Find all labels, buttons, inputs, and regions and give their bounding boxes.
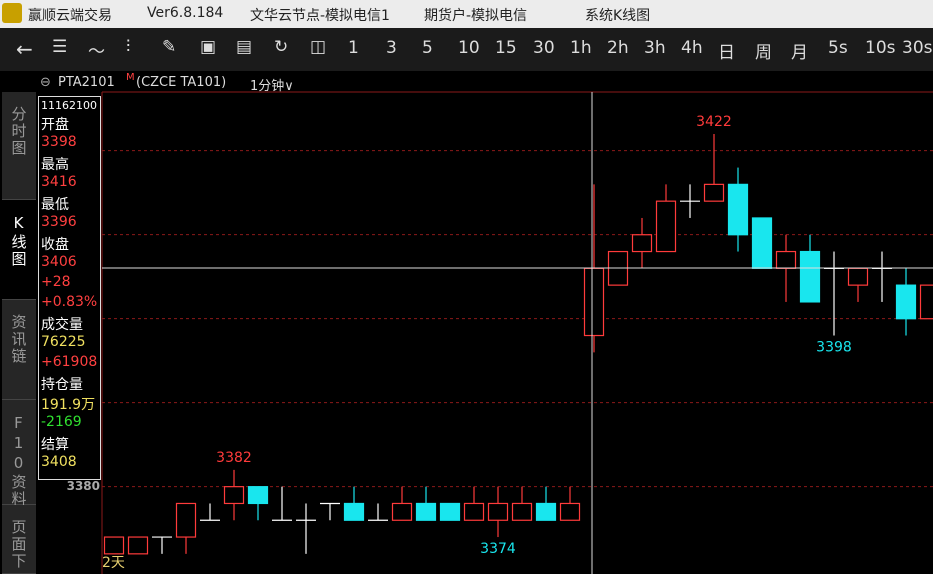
candle-body xyxy=(895,284,917,320)
side-tab[interactable]: 资讯链 xyxy=(2,300,36,400)
info-row: 收盘 xyxy=(41,237,69,253)
candle-body xyxy=(487,502,509,521)
candle-body xyxy=(583,267,605,337)
candle-body xyxy=(439,502,461,521)
symbol: PTA2101 xyxy=(58,75,115,90)
price-annotation: 3398 xyxy=(816,340,852,356)
candle-body xyxy=(343,502,365,521)
price-annotation: 3374 xyxy=(480,541,516,557)
y-tick-label: 3380 xyxy=(67,479,100,493)
app-logo xyxy=(2,3,22,23)
period-label: 2天 xyxy=(102,555,125,571)
period-button[interactable]: 15 xyxy=(495,38,517,58)
info-row: 3406 xyxy=(41,254,77,270)
candle-body xyxy=(655,200,677,253)
period-button[interactable]: 月 xyxy=(791,43,808,63)
info-row: 最高 xyxy=(41,157,69,173)
info-row: 76225 xyxy=(41,334,86,350)
info-row: +28 xyxy=(41,274,71,290)
side-tab[interactable]: 分时图 xyxy=(2,92,36,200)
candle-body xyxy=(415,502,437,521)
candle-body xyxy=(511,502,533,521)
list-button[interactable]: ☰ xyxy=(52,37,68,57)
period-button[interactable]: 30 xyxy=(533,38,555,58)
draw-button[interactable]: ✎ xyxy=(162,37,177,57)
candle-body xyxy=(703,183,725,202)
period-button[interactable]: 5 xyxy=(422,38,433,58)
candle-body xyxy=(535,502,557,521)
period-select[interactable]: 1分钟∨ xyxy=(250,79,294,94)
period-button[interactable]: 10 xyxy=(458,38,480,58)
exchange: (CZCE TA101) xyxy=(136,75,227,90)
info-row: 3396 xyxy=(41,214,77,230)
period-button[interactable]: 1 xyxy=(348,38,359,58)
info-row: -2169 xyxy=(41,414,82,430)
back-button[interactable]: ← xyxy=(16,37,33,61)
candle-body xyxy=(919,284,933,320)
period-button[interactable]: 30s xyxy=(902,38,933,58)
candle-body xyxy=(391,502,413,521)
candle-body xyxy=(559,502,581,521)
toolbar: ← ☰ 〜 ⫶ ✎ ▣ ▤ ↻ ◫ 1 3 5 10 15 30 1h 2h 3h 4h 日周月 5s… xyxy=(0,28,933,71)
period-button[interactable]: 10s xyxy=(865,38,896,58)
version: Ver6.8.184 xyxy=(147,5,224,21)
info-panel: 11162100 开盘 3398 最高 3416 最低 3396 收盘 3406 +28 +0.8… xyxy=(38,96,101,480)
info-row: +0.83% xyxy=(41,294,98,310)
account: 期货户-模拟电信 xyxy=(424,8,528,24)
candle-body xyxy=(247,486,269,505)
period-button[interactable]: 4h xyxy=(681,38,703,58)
info-row: +61908 xyxy=(41,354,98,370)
info-time: 11162100 xyxy=(41,99,97,112)
period-button[interactable]: 2h xyxy=(607,38,629,58)
chart-button[interactable]: ◫ xyxy=(310,37,327,57)
side-tab[interactable]: F10资料 xyxy=(2,400,36,508)
period-button[interactable]: 周 xyxy=(755,43,772,63)
app-name: 赢顺云端交易 xyxy=(28,8,112,24)
link-icon: ⊖ xyxy=(40,75,51,90)
candle-body xyxy=(463,502,485,521)
candle-body xyxy=(103,536,125,555)
candle-body xyxy=(631,234,653,253)
info-row: 3416 xyxy=(41,174,77,190)
candle-body xyxy=(847,267,869,286)
info-row: 开盘 xyxy=(41,117,69,133)
title-bar: 赢顺云端交易 Ver6.8.184 文华云节点-模拟电信1 期货户-模拟电信 系… xyxy=(0,0,933,28)
price-annotation: 3422 xyxy=(696,114,732,130)
info-row: 持仓量 xyxy=(41,377,83,393)
price-annotation: 3382 xyxy=(216,450,252,466)
candle-body xyxy=(223,486,245,505)
period-button[interactable]: 日 xyxy=(718,43,735,63)
info-row: 3408 xyxy=(41,454,77,470)
candle-body xyxy=(127,536,149,555)
candle-body xyxy=(751,217,773,269)
info-row: 3398 xyxy=(41,134,77,150)
info-row: 最低 xyxy=(41,197,69,213)
candle-body xyxy=(775,250,797,269)
order-button[interactable]: ▣ xyxy=(200,37,217,57)
period-button[interactable]: 5s xyxy=(828,38,848,58)
server: 文华云节点-模拟电信1 xyxy=(250,8,390,24)
refresh-button[interactable]: ↻ xyxy=(274,37,289,57)
line-button[interactable]: 〜 xyxy=(88,42,105,62)
side-tab[interactable]: K线图 xyxy=(2,200,36,300)
period-button[interactable]: 3h xyxy=(644,38,666,58)
side-tab[interactable]: 页面下 xyxy=(2,505,36,574)
info-row: 成交量 xyxy=(41,317,83,333)
candle-body xyxy=(175,502,197,538)
symbol-marker: M xyxy=(126,72,135,83)
candle-button[interactable]: ⫶ xyxy=(126,37,131,57)
info-row: 结算 xyxy=(41,437,69,453)
view-name: 系统K线图 xyxy=(585,8,651,24)
period-button[interactable]: 3 xyxy=(386,38,397,58)
save-button[interactable]: ▤ xyxy=(236,37,253,57)
period-button[interactable]: 1h xyxy=(570,38,592,58)
candle-body xyxy=(799,250,821,303)
info-row: 191.9万 xyxy=(41,397,96,413)
candle-body xyxy=(727,183,749,236)
